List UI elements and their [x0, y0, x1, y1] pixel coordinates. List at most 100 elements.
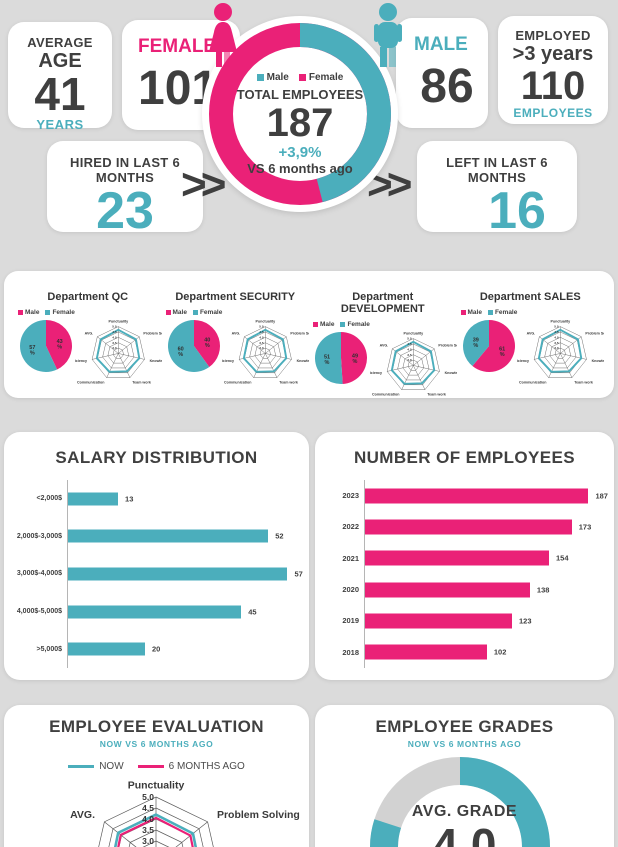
radar-spoke [560, 353, 573, 378]
radar-axis-label: Punctuality [256, 320, 276, 324]
donut-center: Male Female TOTAL EMPLOYEES 187 +3,9% VS … [233, 72, 367, 176]
radar-series-6 MONTHS AGO [117, 816, 194, 847]
radar-axis-label: Punctuality [128, 780, 185, 792]
pie-slice-label: 61% [499, 347, 505, 359]
radar-spoke [548, 353, 561, 378]
radar-series-NOW [113, 813, 198, 847]
female-slice [462, 320, 489, 367]
donut-delta-caption: VS 6 months ago [247, 161, 353, 176]
grades-subtitle: NOW VS 6 MONTHS AGO [407, 739, 522, 749]
radar-axis-label: AVG. [527, 332, 536, 336]
legend-swatch [192, 309, 198, 315]
total-employees-donut [209, 23, 391, 205]
radar-axis-label: AVG. [232, 332, 241, 336]
legend-swatch [18, 309, 23, 315]
male-count-card: MALE 86 [396, 18, 488, 128]
radar-axis-label: Efficiency [75, 359, 87, 363]
legend-swatch [487, 309, 493, 315]
gender-pie-chart: 40 % 60% [167, 320, 220, 372]
department-pie-block: Male Female 43% 57% [14, 309, 75, 397]
radar-spoke [265, 353, 278, 378]
radar-tick-label: 3.0 [142, 836, 154, 846]
pie-slice-label: 57% [29, 345, 35, 357]
male-value: 86 [420, 60, 474, 113]
left-label: LEFT IN LAST 6 MONTHS [446, 155, 548, 185]
radar-tick-label: 3.0 [555, 346, 560, 350]
pie-slice-label: 39% [472, 337, 478, 349]
legend-swatch [340, 321, 346, 327]
donut-legend: Male Female [233, 72, 367, 83]
radar-tick-label: 4.5 [407, 342, 412, 346]
legend-swatch [256, 73, 264, 81]
radar-tick-label: 4.5 [142, 803, 154, 813]
radar-axis-label: Communication [519, 381, 546, 385]
legend-item-ago: 6 MONTHS AGO [137, 761, 245, 772]
bar-row: 2019 123 [323, 605, 604, 637]
radar-tick-label: 4.0 [112, 335, 117, 339]
radar-axis-label: Communication [372, 393, 399, 397]
radar-tick-label: 4.0 [142, 814, 154, 824]
departments-panel: Department QC Male Female 43% 57% 5.0 4.5 4.0 3.… [4, 271, 614, 398]
radar-axis-label: Problem Solving [291, 332, 309, 336]
pie-legend: Male Female [460, 309, 517, 316]
bar [365, 488, 589, 504]
male-slice [46, 320, 72, 370]
radar-axis-label: Problem Solving [438, 344, 456, 348]
bar-value-label: 173 [578, 522, 592, 532]
radar-axis-label: Punctuality [403, 332, 423, 336]
bar-track: 138 [364, 573, 604, 606]
pie-legend-item: Male [313, 321, 334, 328]
department-title: Department SALES [479, 291, 581, 303]
radar-grid-ring [402, 354, 424, 376]
radar-tick-label: 4.0 [407, 347, 412, 351]
radar-axis-label: Communication [77, 381, 104, 385]
average-age-title-bottom: AGE [38, 50, 82, 72]
employee-evaluation-card: EMPLOYEE EVALUATION NOW VS 6 MONTHS AGO … [4, 705, 309, 847]
bar [68, 492, 119, 506]
bar-category-label: 2,000$-3,000$ [16, 532, 62, 540]
employed-title-top: EMPLOYED [515, 28, 591, 43]
male-ring-segment [299, 23, 391, 203]
salary-bar-chart: <2,000$ 13 2,000$-3,000$ 52 3,000$-4,000$ 57 4… [12, 480, 303, 668]
pie-legend-item: Male [18, 309, 39, 316]
bar-row: 2023 187 [323, 480, 608, 512]
radar-grid-ring [407, 359, 419, 371]
donut-total-value: 187 [266, 101, 334, 145]
radar-grid-ring [98, 796, 214, 847]
radar-spoke [117, 353, 131, 378]
bar-track: 20 [67, 630, 299, 668]
evaluation-radar-chart: 5.04.54.03.53.0 Punctuality Problem Solvin… [70, 780, 300, 847]
radar-axis-label: Punctuality [551, 320, 571, 324]
pie-legend: Male Female [165, 309, 222, 316]
bar-row: >5,000$ 20 [12, 630, 299, 668]
male-slice [341, 332, 368, 384]
average-age-title-top: AVERAGE [27, 35, 93, 50]
employed-card: EMPLOYED >3 years 110 EMPLOYEES [498, 16, 608, 124]
donut-legend-item: Female [298, 72, 343, 83]
radar-tick-label: 4.0 [260, 335, 265, 339]
radar-spoke [175, 821, 208, 847]
skills-radar-chart: 5.04.54.0 3.53.0 Punctuality Problem Solvin… [222, 320, 309, 385]
radar-tick-label: 5.0 [555, 325, 560, 329]
hired-card: HIRED IN LAST 6 MONTHS 23 [47, 141, 203, 237]
departments-row: Department QC Male Female 43% 57% 5.0 4.5 4.0 3.… [14, 283, 604, 409]
now-label: NOW [99, 761, 124, 772]
bar-row: 2,000$-3,000$ 52 [12, 517, 299, 556]
bar-track: 187 [364, 480, 608, 512]
bar-category-label: 2019 [342, 616, 359, 626]
bar [68, 642, 145, 656]
bar-category-label: 2022 [342, 522, 359, 532]
pie-slice-label: 40% [204, 338, 210, 350]
employees-bar-chart: 2023 187 2022 173 2021 154 2020 138 2019 123 2018 1… [323, 480, 608, 668]
employee-grades-card: EMPLOYEE GRADES NOW VS 6 MONTHS AGO AVG.… [315, 705, 614, 847]
radar-axis-label: Problem Solving [217, 809, 300, 821]
now-line-swatch [68, 764, 95, 768]
department-group: Department SALES Male Female 61% 39% 5.0 4.5 4.… [457, 283, 604, 409]
avg-grade-value: 4,0 [432, 819, 497, 847]
bar [365, 519, 572, 535]
bar [365, 550, 550, 566]
bar-category-label: 2021 [342, 553, 359, 563]
average-age-value: 41 [34, 68, 86, 120]
left-card: LEFT IN LAST 6 MONTHS 16 [417, 141, 577, 237]
grades-title: EMPLOYEE GRADES [375, 717, 554, 736]
